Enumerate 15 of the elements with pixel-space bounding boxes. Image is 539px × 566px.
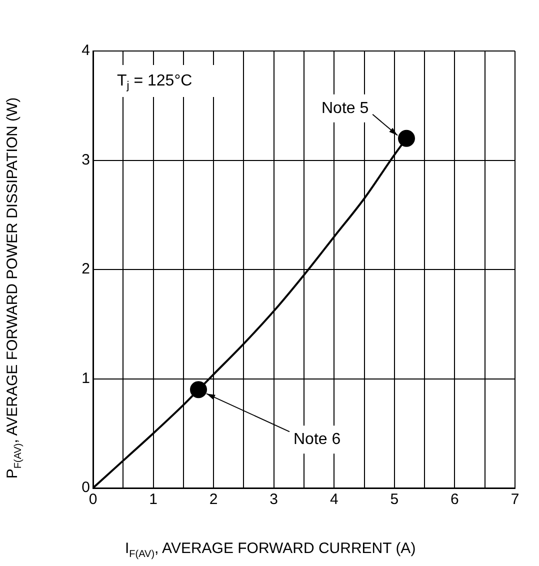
y-tick-label: 0 [82,479,90,496]
annotation: Note 5 [321,100,369,117]
x-tick-label: 7 [510,491,520,508]
x-tick-label: 1 [149,491,158,508]
x-tick-label: 2 [209,491,218,508]
x-tick-label: 5 [390,491,399,508]
y-tick-label: 2 [82,260,90,278]
x-axis-title: I$_{F(AV)}$, AVERAGE FORWARD CURRENT (A) [124,540,417,560]
x-tick-label: 3 [270,491,278,508]
x-tick-label: 4 [330,491,338,508]
annotation: Note 6 [294,431,341,448]
x-tick-label: 6 [450,491,459,508]
y-tick-label: 3 [82,151,90,168]
y-tick-label: 4 [82,42,90,60]
y-tick-label: 1 [82,370,90,387]
